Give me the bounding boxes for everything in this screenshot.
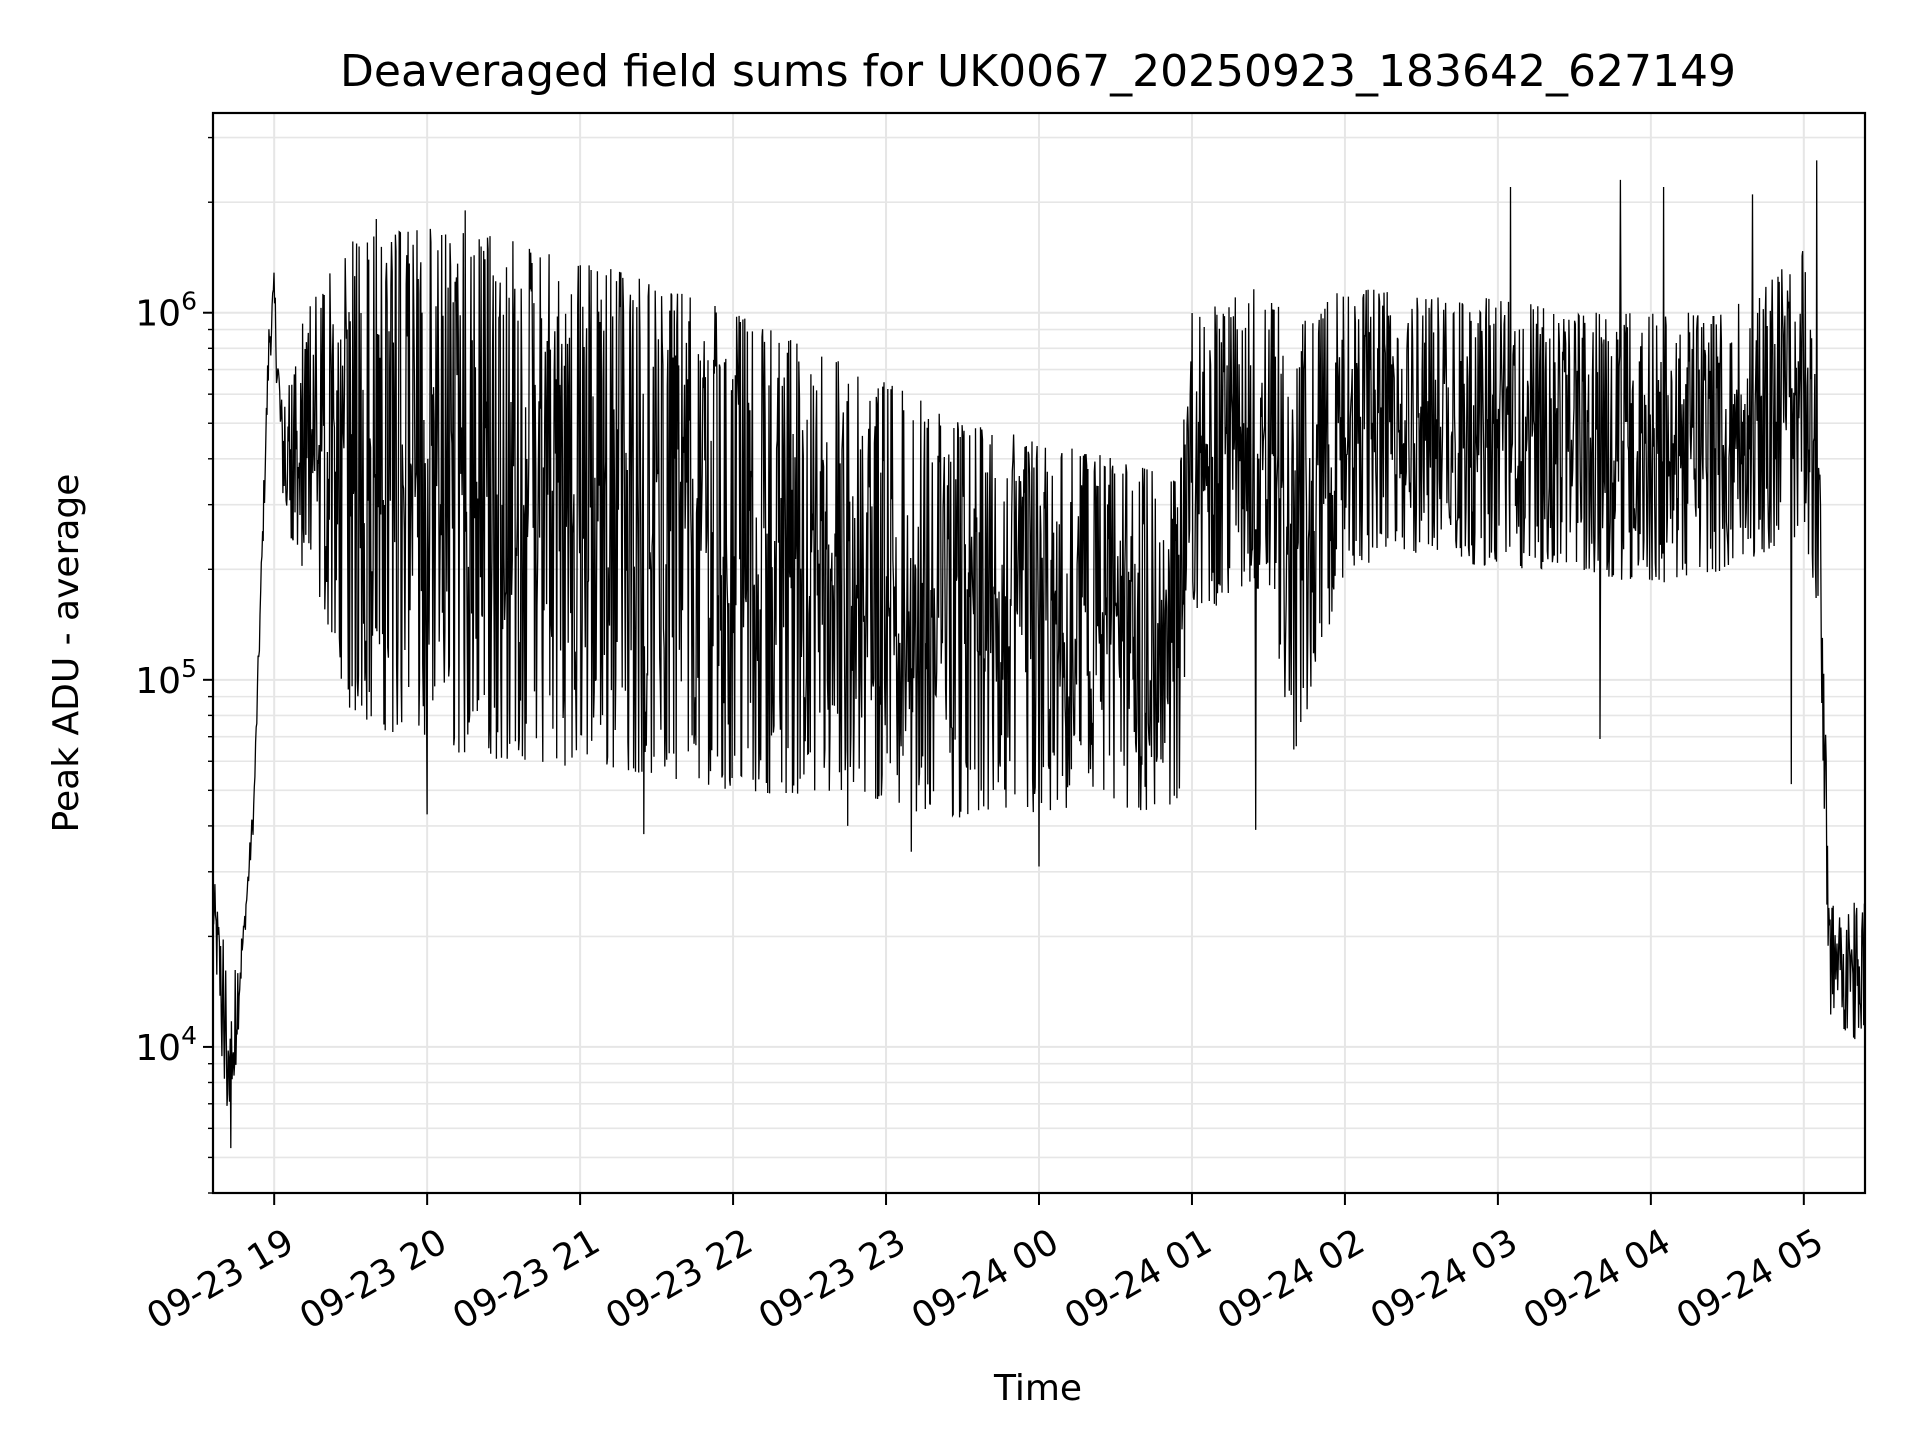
series-line — [213, 160, 1865, 1149]
y-tick-label: 104 — [135, 1021, 197, 1069]
y-axis: 104 105 106 — [135, 136, 213, 1194]
y-tick-label: 106 — [135, 287, 197, 335]
x-axis-label: Time — [993, 1368, 1082, 1409]
y-tick-label: 105 — [135, 654, 197, 702]
plot-area — [213, 160, 1865, 1149]
chart-title: Deaveraged field sums for UK0067_2025092… — [340, 46, 1736, 97]
y-axis-label: Peak ADU - average — [46, 474, 87, 833]
